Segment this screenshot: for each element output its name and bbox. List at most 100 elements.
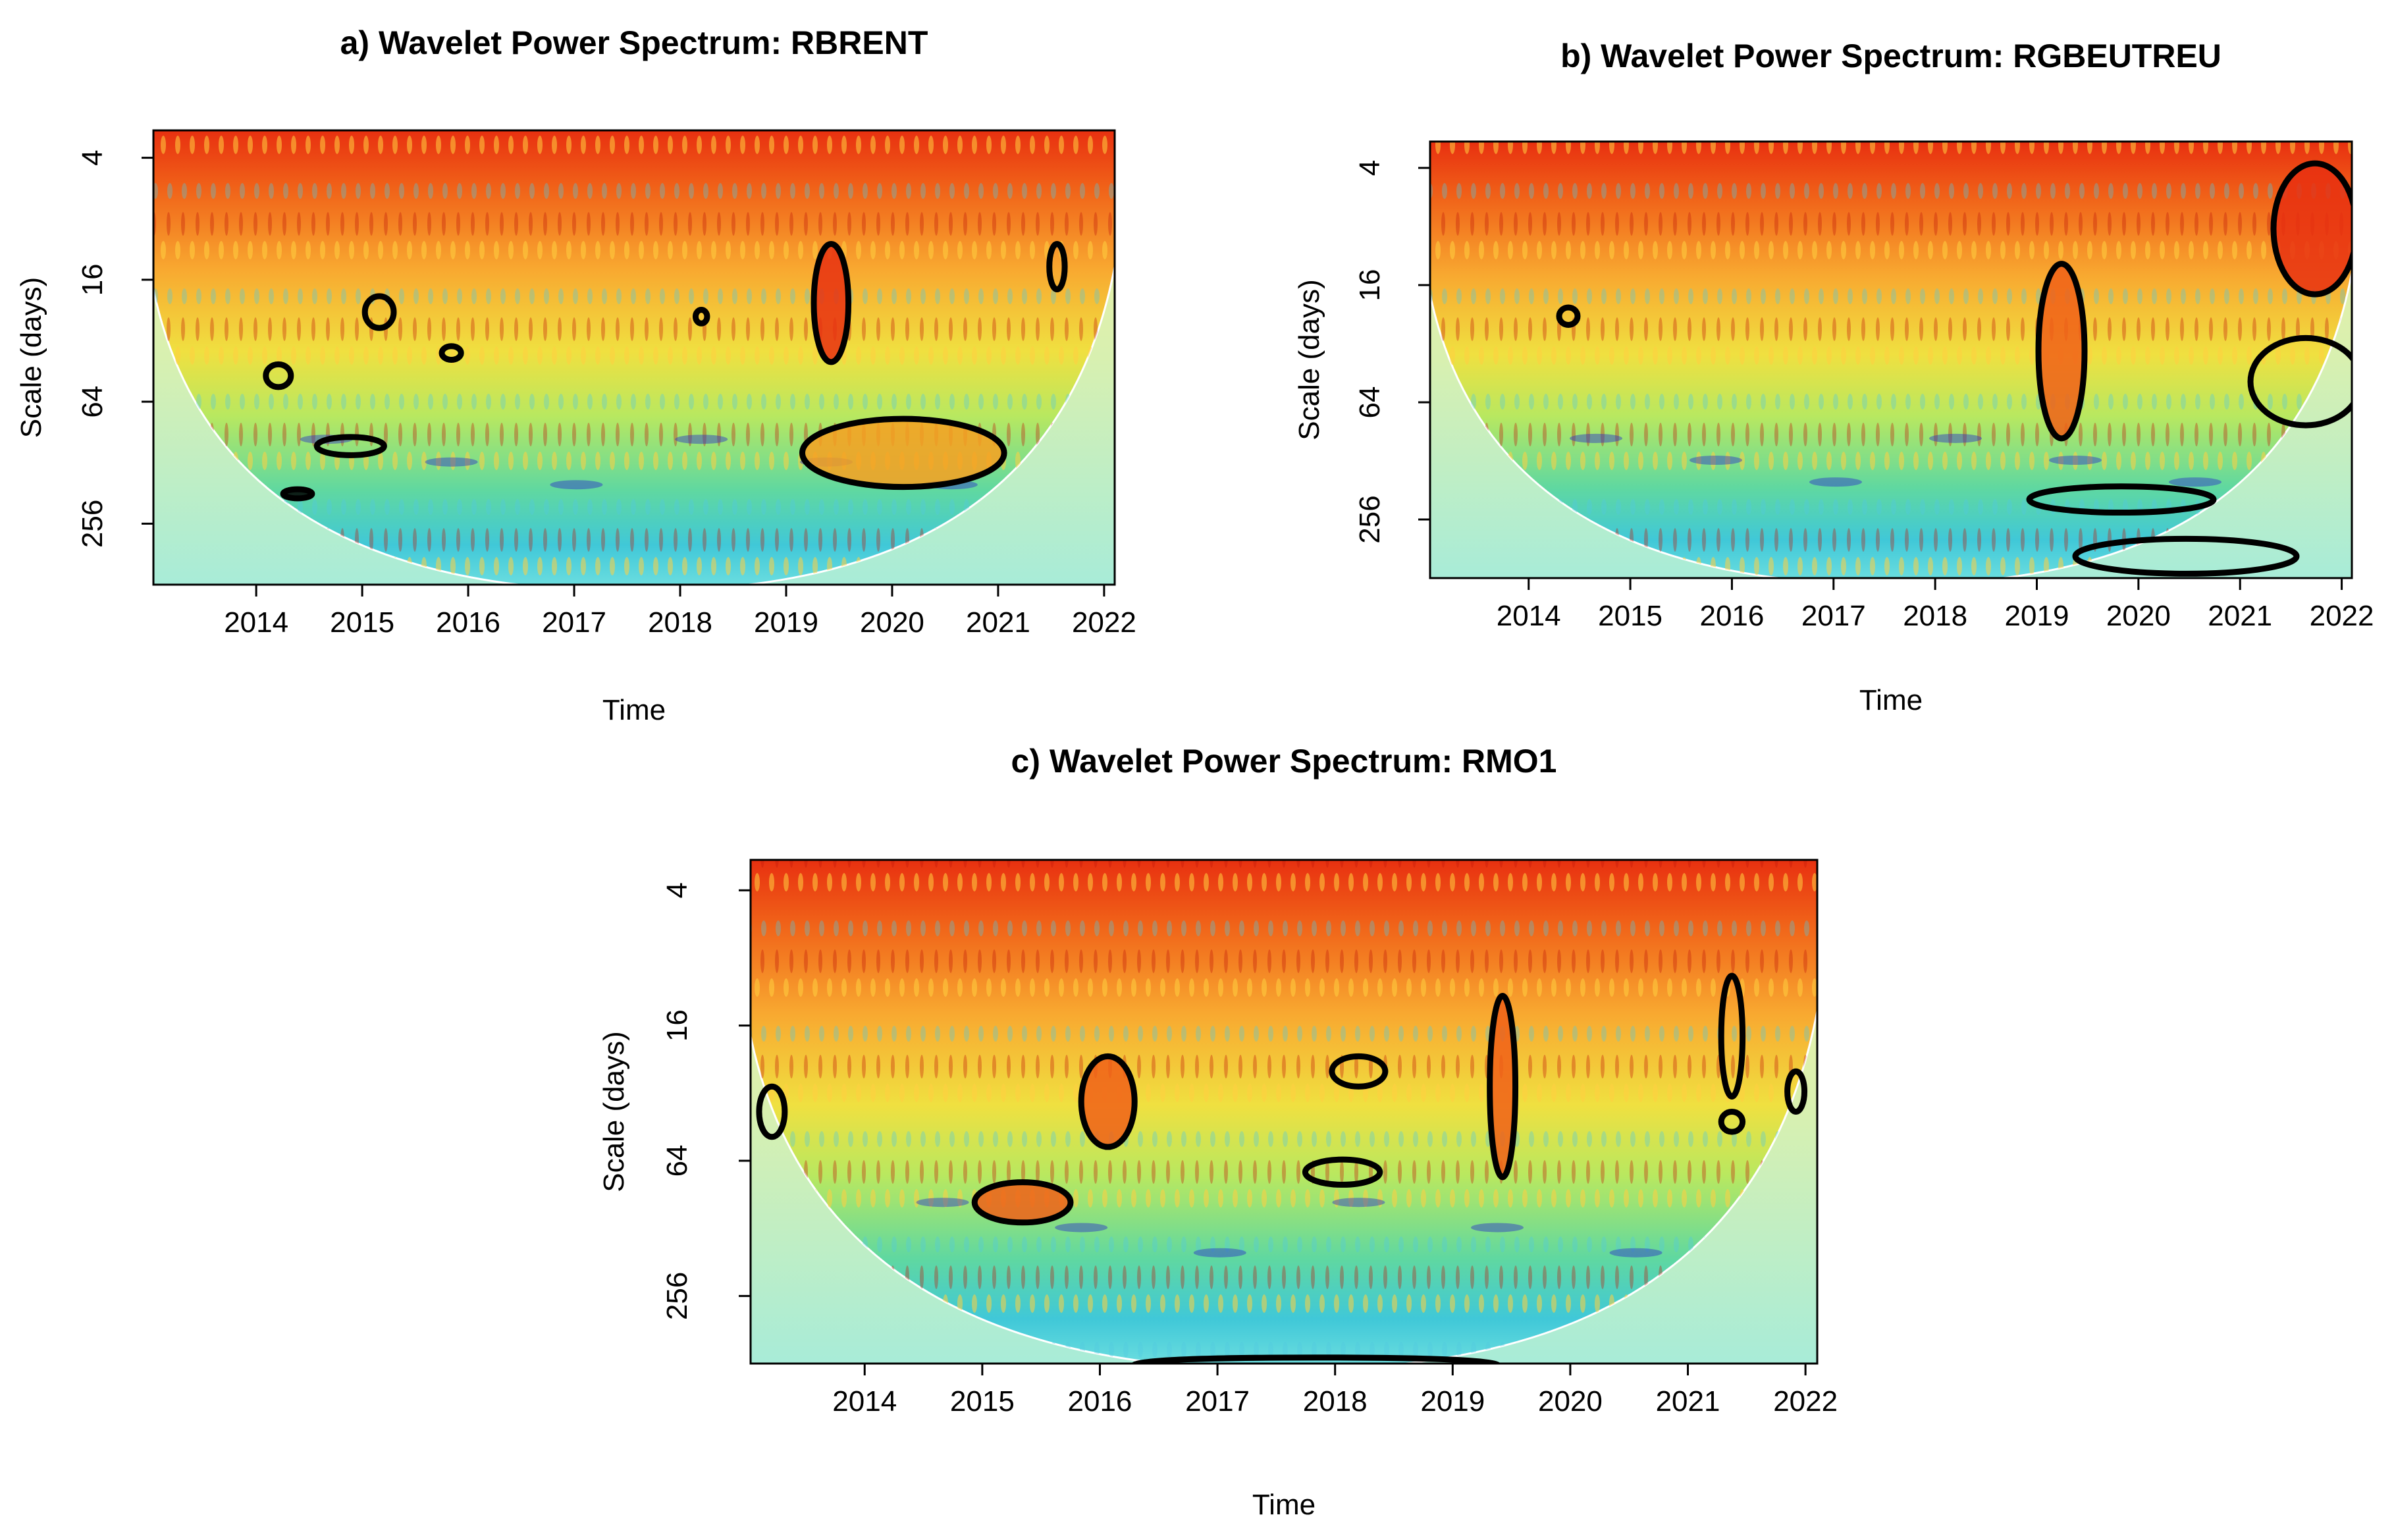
low-power-spot <box>2049 455 2102 465</box>
low-power-spot <box>425 457 478 467</box>
low-power-spot <box>2169 477 2221 487</box>
significance-contour <box>692 307 710 327</box>
y-tick-label: 16 <box>1354 269 1386 302</box>
x-tick-label: 2017 <box>1185 1385 1250 1418</box>
significance-contour <box>971 1179 1074 1226</box>
significance-contour <box>313 434 387 458</box>
y-tick-label: 4 <box>661 882 693 898</box>
x-tick-label: 2014 <box>224 606 288 639</box>
low-power-spot <box>1570 433 1622 443</box>
x-axis-label: Time <box>1859 684 1923 716</box>
significance-contour <box>1487 993 1519 1181</box>
low-power-spot <box>916 1198 969 1208</box>
significance-contour <box>361 293 397 331</box>
chart-title: a) Wavelet Power Spectrum: RBRENT <box>340 24 928 61</box>
heatmap-area <box>153 130 1115 585</box>
y-axis-label: Scale (days) <box>598 1031 630 1192</box>
x-tick-label: 2015 <box>330 606 394 639</box>
x-tick-label: 2017 <box>542 606 606 639</box>
significance-contour <box>2270 160 2352 298</box>
significance-contour <box>439 343 464 363</box>
x-tick-label: 2021 <box>966 606 1030 639</box>
significance-contour <box>1556 304 1581 328</box>
x-tick-label: 2015 <box>950 1385 1015 1418</box>
x-tick-label: 2018 <box>1303 1385 1368 1418</box>
plot-frame <box>1429 140 2353 579</box>
x-axis-label: Time <box>602 694 666 726</box>
low-power-spot <box>1055 1223 1108 1233</box>
significance-contour <box>2247 334 2352 429</box>
x-tick-label: 2014 <box>832 1385 897 1418</box>
chart-title: b) Wavelet Power Spectrum: RGBEUTREU <box>1560 38 2221 74</box>
y-axis-label: Scale (days) <box>15 277 47 438</box>
x-tick-label: 2020 <box>1538 1385 1603 1418</box>
significance-contour <box>1718 972 1746 1100</box>
significance-contour <box>756 1083 788 1140</box>
y-tick-label: 64 <box>76 386 109 418</box>
low-power-spot <box>1689 455 1742 465</box>
x-tick-label: 2022 <box>1072 606 1136 639</box>
y-tick-label: 256 <box>1354 495 1386 543</box>
spectrum-texture <box>751 860 1817 1364</box>
x-tick-label: 2022 <box>2310 600 2374 632</box>
low-power-spot <box>1332 1198 1385 1208</box>
y-axis-label: Scale (days) <box>1293 279 1325 440</box>
significance-contour <box>263 361 294 390</box>
y-tick-label: 16 <box>76 263 109 296</box>
y-tick-label: 64 <box>1354 386 1386 419</box>
significance-contour <box>799 415 1007 491</box>
heatmap-area <box>1430 142 2352 578</box>
significance-contour <box>1329 1053 1389 1090</box>
y-tick-label: 4 <box>1354 160 1386 176</box>
low-power-spot <box>1193 1248 1246 1258</box>
plot-frame <box>152 129 1116 586</box>
x-tick-label: 2022 <box>1773 1385 1838 1418</box>
x-tick-label: 2016 <box>1068 1385 1132 1418</box>
panel-a: a) Wavelet Power Spectrum: RBRENT 2014 201… <box>15 24 1136 726</box>
x-tick-label: 2021 <box>1656 1385 1720 1418</box>
x-tick-label: 2019 <box>2005 600 2069 632</box>
panel-c: c) Wavelet Power Spectrum: RMO1 2014 2015 2… <box>598 743 1838 1521</box>
y-tick-label: 64 <box>661 1144 693 1177</box>
x-tick-label: 2019 <box>1420 1385 1485 1418</box>
significance-contour <box>1784 1068 1808 1115</box>
x-axis-label: Time <box>1252 1489 1316 1521</box>
x-tick-label: 2017 <box>1801 600 1866 632</box>
plot-frame <box>749 859 1819 1365</box>
low-power-spot <box>550 480 603 490</box>
significance-contour <box>280 486 315 502</box>
x-tick-label: 2018 <box>648 606 712 639</box>
significance-contour <box>1302 1156 1383 1188</box>
significance-contour <box>1718 1109 1746 1135</box>
significance-contour <box>1046 241 1068 292</box>
low-power-spot <box>1809 477 1862 487</box>
x-tick-label: 2020 <box>2106 600 2171 632</box>
x-tick-label: 2018 <box>1903 600 1967 632</box>
x-tick-label: 2014 <box>1497 600 1561 632</box>
significance-contour <box>2072 535 2300 577</box>
low-power-spot <box>1609 1248 1662 1258</box>
y-tick-label: 4 <box>76 149 109 165</box>
significance-contour <box>1078 1053 1138 1150</box>
low-power-spot <box>675 435 728 444</box>
low-power-spot <box>1471 1223 1524 1233</box>
chart-title: c) Wavelet Power Spectrum: RMO1 <box>1011 743 1557 780</box>
panel-b: b) Wavelet Power Spectrum: RGBEUTREU 2014… <box>1293 38 2374 716</box>
significance-contour <box>811 241 852 365</box>
x-tick-label: 2019 <box>754 606 818 639</box>
significance-contour <box>2026 483 2217 516</box>
y-tick-label: 256 <box>76 500 109 548</box>
x-tick-label: 2021 <box>2208 600 2272 632</box>
significance-contour <box>1131 1354 1501 1364</box>
x-tick-label: 2015 <box>1598 600 1662 632</box>
x-tick-label: 2020 <box>860 606 924 639</box>
spectrum-texture <box>1430 142 2352 578</box>
x-tick-label: 2016 <box>436 606 500 639</box>
y-tick-label: 16 <box>661 1009 693 1042</box>
y-tick-label: 256 <box>661 1272 693 1320</box>
heatmap-area <box>751 860 1817 1364</box>
low-power-spot <box>1929 433 1982 443</box>
significance-contour <box>2035 261 2088 442</box>
x-tick-label: 2016 <box>1699 600 1764 632</box>
